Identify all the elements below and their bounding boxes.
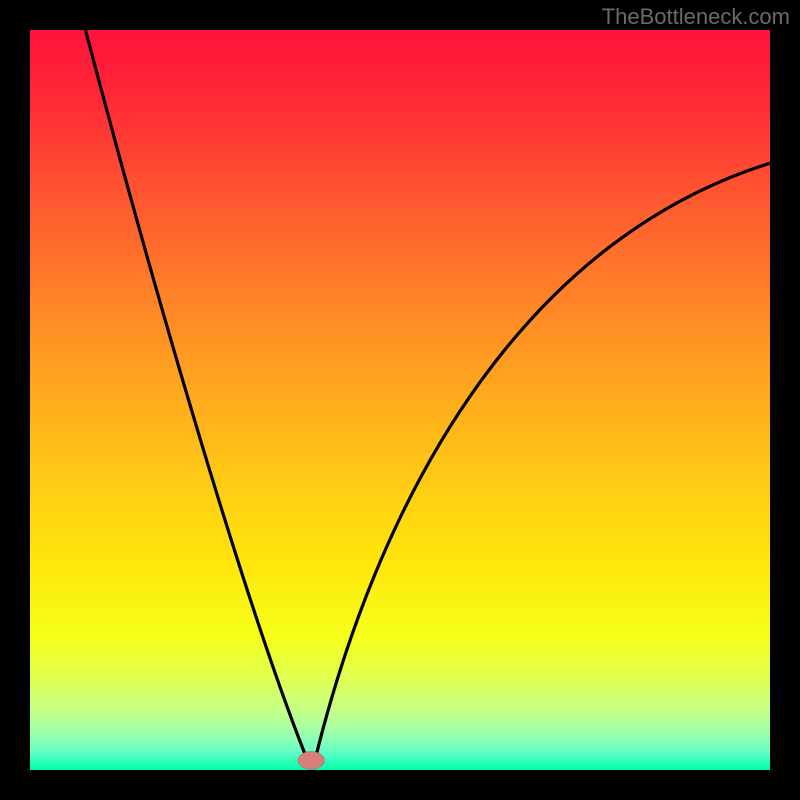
chart-frame: TheBottleneck.com [0, 0, 800, 800]
plot-area [30, 30, 770, 770]
optimum-marker [298, 752, 325, 770]
plot-svg [30, 30, 770, 770]
watermark-text: TheBottleneck.com [602, 4, 790, 30]
plot-background [30, 30, 770, 770]
